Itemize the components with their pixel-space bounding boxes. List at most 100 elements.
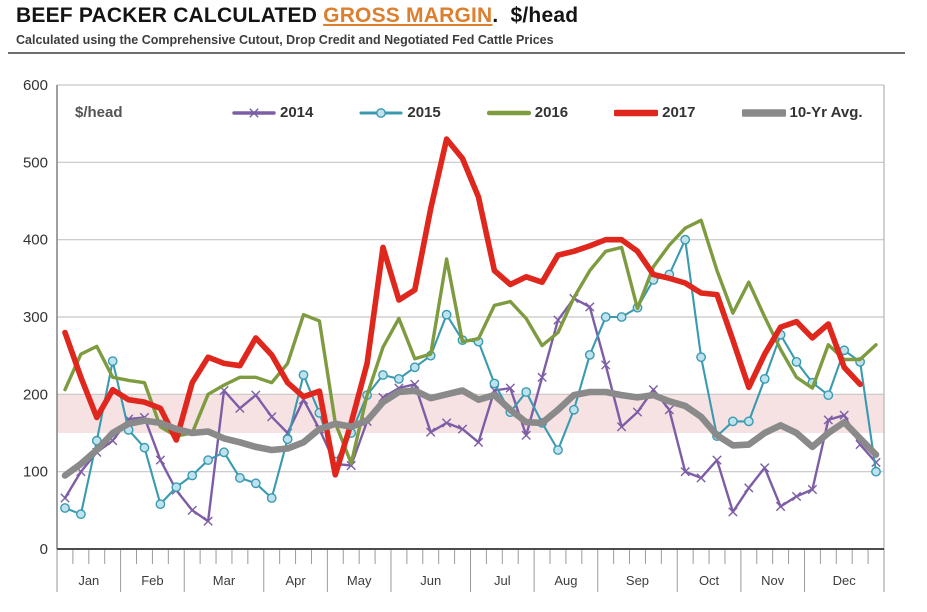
month-label-apr: Apr	[285, 573, 306, 588]
data-point-marker	[664, 405, 674, 415]
data-point-marker	[346, 460, 356, 471]
data-point-marker	[823, 415, 833, 425]
data-point-marker	[282, 434, 293, 445]
data-point-marker	[441, 418, 452, 428]
month-label-jul: Jul	[494, 573, 511, 588]
data-point-marker	[712, 455, 722, 465]
month-label-feb: Feb	[141, 573, 163, 588]
y-axis-tick-label: 0	[40, 541, 48, 558]
month-label-jun: Jun	[420, 573, 441, 588]
data-point-marker	[807, 484, 818, 495]
series-2016-swatch-icon	[486, 106, 531, 120]
data-point-marker	[505, 383, 515, 393]
legend-item-2016: 2016	[486, 104, 569, 121]
data-point-marker	[569, 404, 579, 415]
legend-label-2015: 2015	[407, 104, 441, 121]
data-point-marker	[585, 302, 595, 312]
data-point-marker	[250, 478, 261, 489]
subtitle-divider	[8, 52, 905, 54]
data-point-marker	[728, 507, 738, 517]
legend-label-2017: 2017	[662, 104, 696, 121]
data-point-marker	[616, 422, 627, 432]
series-2014-swatch-icon	[232, 106, 276, 120]
data-point-marker	[457, 424, 468, 434]
month-label-dec: Dec	[833, 573, 857, 588]
page-title: BEEF PACKER CALCULATED GROSS MARGIN. $/h…	[16, 4, 578, 28]
chart-subtitle: Calculated using the Comprehensive Cutou…	[16, 33, 554, 47]
data-point-marker	[426, 427, 436, 437]
y-axis-tick-label: 600	[23, 77, 48, 94]
data-point-marker	[521, 387, 532, 397]
data-point-marker	[696, 352, 706, 363]
data-point-marker	[60, 503, 70, 513]
data-point-marker	[441, 309, 452, 320]
data-point-marker	[760, 463, 770, 473]
y-axis-tick-label: 400	[23, 232, 48, 249]
data-point-marker	[632, 407, 643, 417]
data-point-marker	[235, 403, 245, 413]
month-label-nov: Nov	[761, 573, 785, 588]
data-point-marker	[219, 447, 229, 458]
data-point-marker	[871, 466, 881, 477]
series-line-10-yr-avg-	[61, 387, 880, 479]
data-point-marker	[680, 467, 690, 477]
data-point-marker	[60, 493, 70, 503]
data-point-marker	[791, 491, 802, 502]
data-point-marker	[759, 373, 770, 384]
data-point-marker	[839, 410, 849, 420]
data-point-marker	[775, 501, 786, 512]
data-point-marker	[203, 455, 214, 465]
legend-item-2014: 2014	[232, 104, 313, 121]
data-point-marker	[76, 509, 86, 520]
data-point-marker	[728, 416, 738, 427]
series-2015-swatch-icon	[359, 106, 403, 120]
month-label-sep: Sep	[626, 573, 649, 588]
data-point-marker	[251, 390, 261, 400]
month-label-oct: Oct	[699, 573, 720, 588]
data-point-marker	[553, 445, 563, 455]
data-point-marker	[267, 412, 277, 422]
data-point-marker	[489, 378, 500, 389]
data-point-marker	[266, 493, 277, 503]
legend-label-2016: 2016	[534, 104, 569, 121]
data-point-marker	[584, 349, 595, 360]
legend-item-10yr-avg: 10-Yr Avg.	[739, 104, 863, 121]
data-point-marker	[393, 373, 404, 384]
data-point-marker	[744, 483, 754, 493]
data-point-marker	[171, 482, 182, 492]
title-highlight: GROSS MARGIN	[323, 4, 493, 27]
data-point-marker	[473, 437, 484, 447]
month-label-jan: Jan	[78, 573, 99, 588]
data-point-marker	[537, 372, 547, 382]
title-prefix: BEEF PACKER CALCULATED	[16, 4, 324, 27]
y-axis-tick-label: 500	[23, 154, 48, 171]
data-point-marker	[409, 362, 420, 373]
series-2017-swatch-icon	[612, 106, 660, 120]
data-point-marker	[601, 360, 611, 370]
data-point-marker	[743, 416, 754, 427]
y-axis-unit-label: $/head	[75, 104, 123, 121]
legend-item-2017: 2017	[612, 104, 696, 121]
y-axis-tick-label: 200	[23, 386, 48, 403]
month-label-may: May	[347, 573, 372, 588]
data-point-marker	[234, 472, 245, 483]
y-axis-tick-label: 100	[23, 464, 48, 481]
data-point-marker	[521, 430, 531, 440]
data-point-marker	[187, 470, 198, 481]
data-point-marker	[139, 442, 150, 453]
data-point-marker	[187, 505, 197, 515]
data-point-marker	[378, 370, 388, 380]
month-label-mar: Mar	[213, 573, 236, 588]
series-line-2014	[63, 297, 878, 523]
series-10yr-avg-swatch-icon	[739, 106, 788, 120]
series-line-2016	[63, 218, 878, 465]
data-point-marker	[203, 516, 213, 526]
gross-margin-line-chart: 0 100 200 300 400 500 600 Jan Feb Mar Apr May Jun Jul…	[23, 77, 885, 592]
data-point-marker	[155, 455, 166, 465]
data-point-marker	[107, 356, 118, 366]
data-point-marker	[600, 312, 611, 322]
data-point-marker	[696, 473, 706, 483]
legend-item-2015: 2015	[359, 104, 441, 121]
data-point-marker	[680, 234, 691, 245]
legend-label-2014: 2014	[280, 104, 314, 121]
